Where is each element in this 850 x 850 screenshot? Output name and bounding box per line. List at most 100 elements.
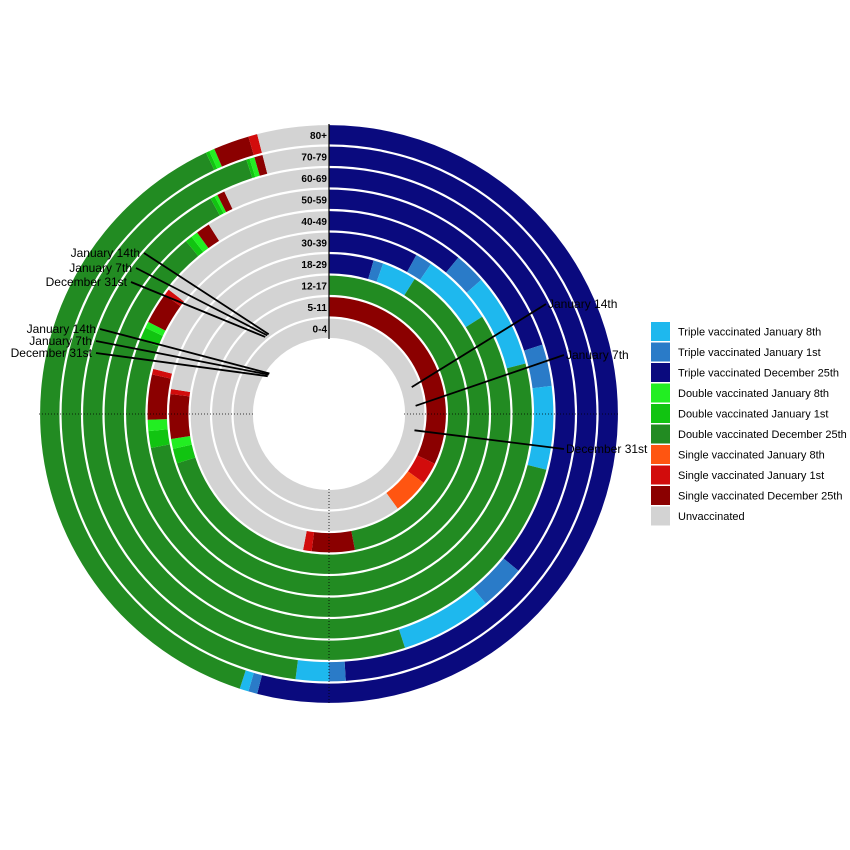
age-label-80+: 80+	[310, 131, 327, 142]
ring-segment-70-79-double_jan1	[246, 158, 256, 179]
ring-segment-60-69-triple_dec25	[329, 168, 575, 571]
ring-segment-80+-triple_jan1	[248, 672, 262, 694]
ring-segment-50-59-unvaccinated	[208, 189, 329, 241]
ring-segment-80+-double_jan1	[205, 151, 218, 171]
ring-segment-30-39-triple_jan8	[420, 263, 483, 328]
legend-label-double_jan8: Double vaccinated January 8th	[678, 388, 829, 400]
age-label-60-69: 60-69	[301, 174, 327, 185]
ring-segment-18-29-triple_dec25	[329, 254, 374, 279]
annotation-label-left-upper-0: January 14th	[71, 246, 140, 260]
annotation-line-left-lower-0	[99, 328, 270, 375]
ring-segment-5-11-unvaccinated	[212, 297, 398, 531]
ring-segment-5-11-single_jan8	[386, 471, 424, 509]
legend-swatch-triple_jan8	[651, 322, 670, 341]
ring-segment-18-29-double_jan1	[172, 444, 196, 464]
ring-segment-30-39-unvaccinated	[153, 232, 329, 374]
ring-segment-18-29-triple_jan8	[376, 263, 415, 296]
ring-segment-30-39-single_dec25	[147, 374, 171, 420]
ring-segment-60-69-unvaccinated	[224, 168, 329, 209]
legend-label-triple_jan8: Triple vaccinated January 8th	[678, 327, 821, 339]
ring-segment-50-59-double_jan1	[185, 236, 204, 256]
annotation-label-right-1: January 7th	[566, 348, 629, 362]
legend-swatch-double_jan8	[651, 383, 670, 403]
ring-segment-30-39-triple_dec25	[329, 232, 417, 272]
ring-segment-70-79-double_dec25	[61, 159, 298, 680]
ring-segment-5-11-single_jan1	[407, 455, 435, 483]
ring-segment-40-49-double_jan1	[140, 327, 163, 347]
ring-segment-12-17-double_dec25	[329, 275, 468, 550]
ring-segment-70-79-double_jan8	[249, 157, 260, 178]
age-label-70-79: 70-79	[301, 152, 327, 163]
ring-segment-60-69-triple_jan8	[399, 588, 486, 648]
legend-label-triple_jan1: Triple vaccinated January 1st	[678, 347, 821, 359]
ring-segment-50-59-triple_jan8	[527, 385, 554, 470]
ring-segment-80+-triple_jan8	[239, 670, 254, 692]
ring-segment-5-11-single_dec25	[329, 297, 446, 464]
legend-label-single_jan8: Single vaccinated January 8th	[678, 450, 825, 462]
ring-segment-40-49-unvaccinated	[168, 211, 329, 302]
ring-segment-30-39-double_jan1	[148, 429, 170, 448]
legend-swatch-double_dec25	[651, 424, 670, 444]
ring-segment-18-29-triple_jan1	[368, 260, 384, 282]
ring-segment-50-59-triple_jan1	[524, 344, 552, 389]
legend-label-single_dec25: Single vaccinated December 25th	[678, 491, 842, 503]
legend-swatch-unvaccinated	[651, 506, 670, 526]
ring-segment-18-29-unvaccinated	[171, 254, 329, 393]
ring-segment-12-17-single_dec25	[311, 530, 355, 553]
age-label-0-4: 0-4	[313, 324, 328, 335]
ring-segment-60-69-double_jan8	[214, 194, 227, 214]
ring-segment-70-79-triple_jan8	[295, 660, 329, 682]
legend-swatch-single_jan8	[651, 445, 670, 464]
ring-segment-80+-double_jan8	[209, 148, 222, 169]
age-label-30-39: 30-39	[301, 238, 327, 249]
age-label-18-29: 18-29	[301, 260, 327, 271]
ring-segment-30-39-single_jan1	[151, 368, 172, 379]
ring-segment-70-79-single_dec25	[254, 155, 268, 176]
ring-segment-50-59-triple_dec25	[329, 189, 543, 351]
ring-segment-0-4-unvaccinated	[233, 318, 425, 510]
age-label-12-17: 12-17	[301, 281, 327, 292]
annotation-line-left-lower-1	[95, 340, 269, 376]
annotation-label-left-lower-2: December 31st	[11, 346, 93, 360]
ring-segment-18-29-single_dec25	[169, 393, 191, 440]
age-label-5-11: 5-11	[308, 303, 328, 314]
annotation-line-left-upper-1	[135, 267, 268, 337]
annotation-label-left-upper-1: January 7th	[69, 261, 132, 275]
age-label-40-49: 40-49	[301, 217, 327, 228]
ring-segment-12-17-single_jan1	[303, 530, 315, 552]
legend: Triple vaccinated January 8th Triple vacc…	[651, 322, 847, 526]
ring-segment-40-49-triple_jan8	[466, 279, 526, 369]
legend-swatch-single_dec25	[651, 486, 670, 505]
legend-label-double_dec25: Double vaccinated December 25th	[678, 429, 847, 441]
legend-label-triple_dec25: Triple vaccinated December 25th	[678, 368, 839, 380]
legend-swatch-triple_jan1	[651, 342, 670, 362]
ring-segment-40-49-triple_jan1	[446, 257, 482, 293]
ring-segment-50-59-single_dec25	[197, 224, 220, 249]
ring-segment-30-39-triple_jan1	[407, 255, 431, 280]
ring-segment-18-29-single_jan1	[170, 388, 191, 397]
legend-swatch-double_jan1	[651, 404, 670, 423]
ring-segment-50-59-double_dec25	[104, 241, 547, 639]
age-rings	[40, 125, 618, 703]
center-guides	[39, 124, 619, 704]
annotation-label-right-0: January 14th	[548, 297, 617, 311]
age-group-labels: 0-4 5-11 12-17 18-29 30-39 40-49 50-59 60-69 70-…	[301, 131, 327, 336]
ring-segment-60-69-triple_jan1	[473, 558, 519, 604]
ring-segment-70-79-unvaccinated	[262, 146, 329, 174]
annotation-line-left-lower-2	[95, 352, 268, 378]
annotation-line-left-upper-0	[143, 252, 270, 335]
legend-label-double_jan1: Double vaccinated January 1st	[678, 409, 828, 421]
annotation-label-right-2: December 31st	[566, 442, 648, 456]
age-label-50-59: 50-59	[301, 195, 327, 206]
legend-swatch-triple_dec25	[651, 363, 670, 382]
ring-segment-30-39-double_jan8	[147, 419, 168, 432]
legend-label-unvaccinated: Unvaccinated	[678, 511, 745, 523]
annotation-label-left-upper-2: December 31st	[46, 275, 128, 289]
ring-segment-70-79-triple_jan1	[329, 661, 346, 682]
ring-segment-80+-double_dec25	[40, 152, 246, 689]
legend-label-single_jan1: Single vaccinated January 1st	[678, 470, 824, 482]
ring-segment-40-49-double_jan8	[145, 321, 166, 336]
ring-segment-40-49-triple_dec25	[329, 211, 459, 273]
